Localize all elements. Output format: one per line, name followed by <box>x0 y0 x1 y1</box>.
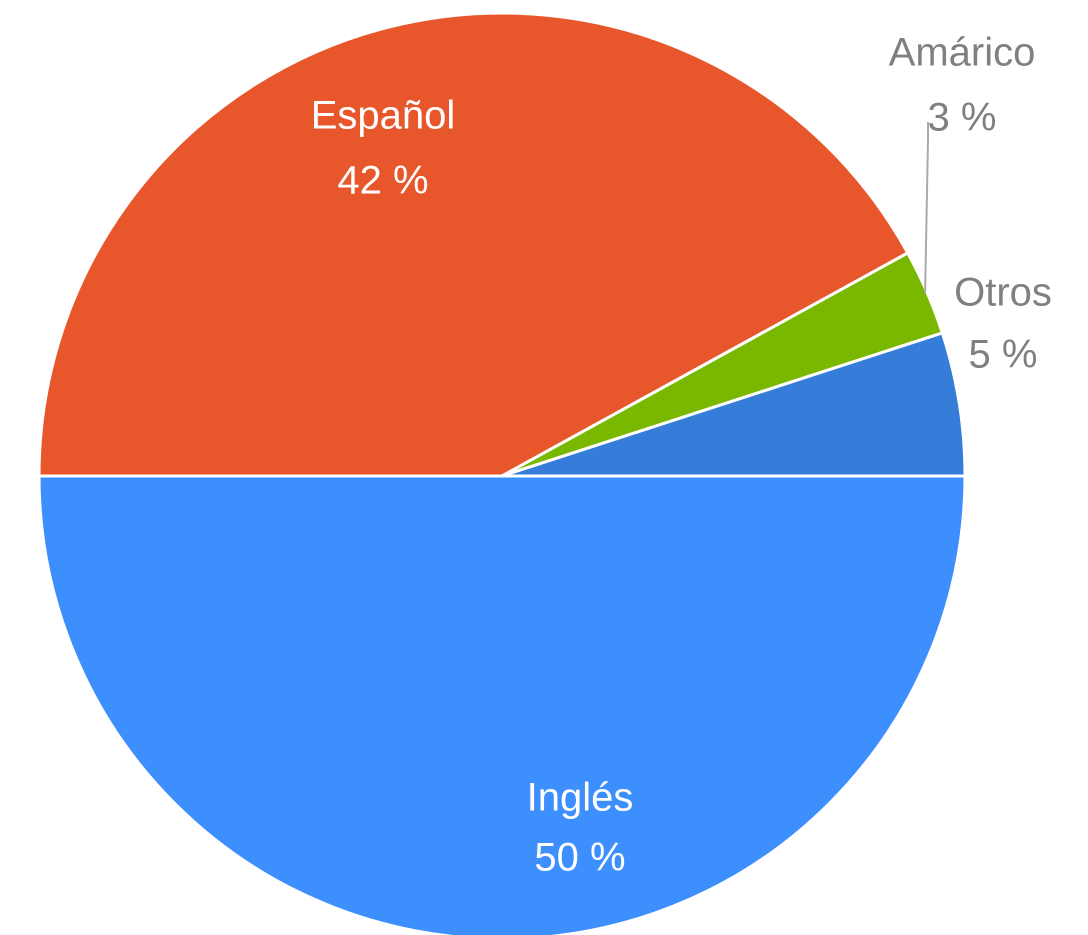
slice-value: 5 % <box>969 333 1038 377</box>
slice-label: Español <box>311 94 456 138</box>
slice-value: 42 % <box>337 159 428 203</box>
pie-slice <box>500 331 967 478</box>
slice-label: Otros <box>954 271 1052 315</box>
pie-slice <box>37 474 967 935</box>
slice-label: Amárico <box>889 31 1036 75</box>
slice-value: 50 % <box>534 836 625 880</box>
pie-slice <box>37 11 910 478</box>
leader-line <box>924 122 929 293</box>
slice-value: 3 % <box>928 96 997 140</box>
slice-label: Inglés <box>527 776 634 820</box>
